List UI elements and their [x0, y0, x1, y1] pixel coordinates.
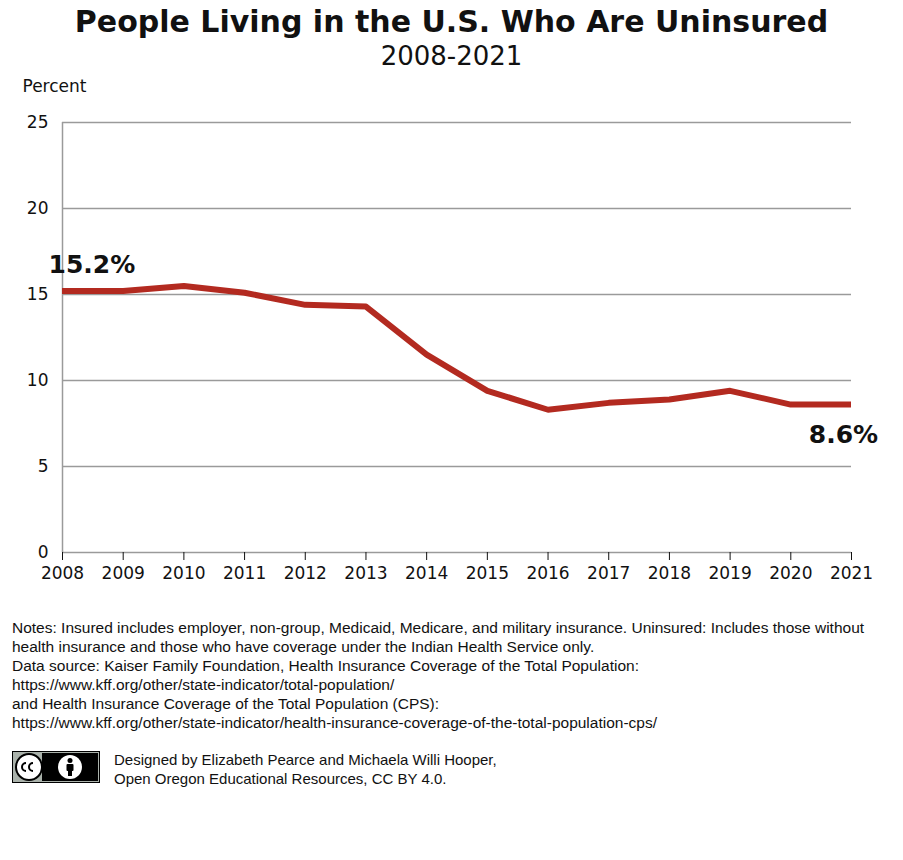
svg-text:2009: 2009: [102, 563, 145, 583]
svg-text:2018: 2018: [648, 563, 691, 583]
svg-text:2015: 2015: [466, 563, 509, 583]
html-text:https://www.kff.org/other/stat: https://www.kff.org/other/state-indicato…: [12, 714, 657, 731]
html-text:Data source: Kaiser Family Fou: Data source: Kaiser Family Foundation, H…: [12, 657, 639, 674]
html-text:People Living in the U.S. Who: People Living in the U.S. Who Are Uninsu…: [74, 4, 829, 39]
svg-text:5: 5: [38, 456, 49, 476]
html-text:https://www.kff.org/other/stat: https://www.kff.org/other/state-indicato…: [12, 676, 395, 693]
svg-text:25: 25: [27, 112, 49, 132]
svg-text:2011: 2011: [223, 563, 266, 583]
svg-text:2016: 2016: [526, 563, 569, 583]
html-text:and Health Insurance Coverage: and Health Insurance Coverage of the Tot…: [12, 695, 440, 712]
html-text:Open Oregon Educational Resour: Open Oregon Educational Resources, CC BY…: [114, 770, 447, 787]
html-text:Notes: Insured includes employ: Notes: Insured includes employer, non-gr…: [12, 619, 865, 655]
svg-text:Percent: Percent: [23, 76, 87, 96]
svg-text:8.6%: 8.6%: [809, 420, 878, 449]
html-text:Designed by Elizabeth Pearce a: Designed by Elizabeth Pearce and Michael…: [114, 751, 497, 768]
svg-text:15: 15: [27, 284, 49, 304]
svg-text:0: 0: [38, 542, 49, 562]
svg-text:10: 10: [27, 370, 49, 390]
svg-text:2020: 2020: [769, 563, 812, 583]
html-text:2008-2021: 2008-2021: [380, 41, 523, 71]
svg-text:2017: 2017: [587, 563, 630, 583]
svg-text:2013: 2013: [344, 563, 387, 583]
svg-text:15.2%: 15.2%: [49, 250, 136, 279]
svg-text:2010: 2010: [162, 563, 205, 583]
svg-text:2014: 2014: [405, 563, 448, 583]
svg-text:2008: 2008: [41, 563, 84, 583]
svg-text:20: 20: [27, 198, 49, 218]
svg-text:2019: 2019: [708, 563, 751, 583]
svg-text:2021: 2021: [830, 563, 873, 583]
svg-text:2012: 2012: [284, 563, 327, 583]
